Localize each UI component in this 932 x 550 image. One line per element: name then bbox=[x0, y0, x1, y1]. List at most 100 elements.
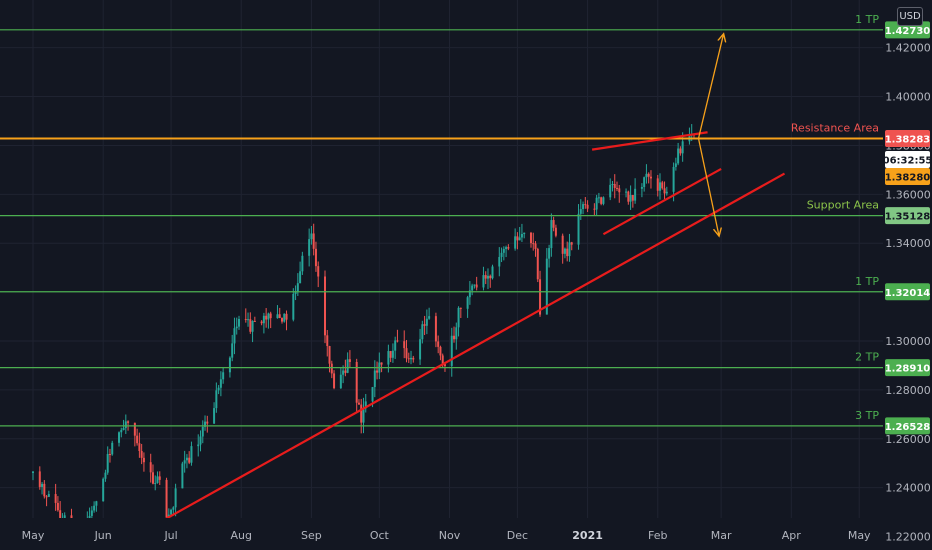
candle-body bbox=[629, 195, 632, 202]
candle-body bbox=[140, 450, 143, 458]
candle-body bbox=[611, 183, 614, 185]
candle-body bbox=[237, 319, 240, 327]
candle-body bbox=[371, 387, 374, 402]
trend-line[interactable] bbox=[109, 172, 786, 550]
channel-line[interactable] bbox=[602, 167, 722, 236]
time-axis-tick: 2021 bbox=[572, 529, 603, 542]
candle-body bbox=[387, 351, 390, 365]
time-axis-tick: Feb bbox=[648, 529, 667, 542]
candle-body bbox=[566, 248, 569, 257]
level-label: 2 TP bbox=[855, 351, 879, 364]
candle-body bbox=[545, 258, 548, 315]
candle-body bbox=[631, 195, 634, 201]
candle-body bbox=[597, 197, 600, 199]
candle-body bbox=[38, 471, 41, 487]
candle-body bbox=[643, 177, 646, 187]
price-axis-tick: 1.42000 bbox=[885, 42, 931, 55]
candle-body bbox=[450, 335, 453, 366]
candle-body bbox=[310, 233, 313, 240]
candle-body bbox=[434, 316, 437, 342]
candle-body bbox=[265, 315, 268, 320]
candle-body bbox=[342, 370, 345, 375]
candle-body bbox=[154, 482, 157, 484]
candle-body bbox=[640, 186, 643, 189]
candle-body bbox=[453, 335, 456, 340]
candle-body bbox=[439, 346, 442, 356]
candle-body bbox=[244, 319, 247, 321]
level-label: Support Area bbox=[807, 199, 879, 212]
candle-body bbox=[222, 372, 225, 380]
candle-body bbox=[326, 335, 329, 347]
price-axis-tick: 1.28000 bbox=[885, 384, 931, 397]
candle-body bbox=[554, 227, 557, 236]
countdown-tag-bg bbox=[885, 151, 930, 169]
candle-body bbox=[679, 148, 682, 154]
level-price-tag-bg bbox=[885, 283, 930, 301]
candle-body bbox=[185, 457, 188, 461]
candle-body bbox=[457, 307, 460, 328]
candle-body bbox=[201, 426, 204, 437]
candle-body bbox=[405, 348, 408, 359]
candle-body bbox=[634, 188, 637, 201]
candle-body bbox=[394, 340, 397, 351]
price-axis-tick: 1.30000 bbox=[885, 335, 931, 348]
channel-line[interactable] bbox=[591, 131, 708, 151]
candle-body bbox=[672, 166, 675, 192]
horizontal-levels[interactable]: 1 TP Resistance Area Support Area 1 TP 2 TP 3… bbox=[0, 13, 883, 427]
time-axis-tick: Sep bbox=[301, 529, 322, 542]
projection-arrow[interactable] bbox=[697, 35, 723, 139]
candle-body bbox=[602, 197, 605, 204]
candle-body bbox=[93, 505, 96, 511]
candle-body bbox=[172, 507, 175, 510]
projection-arrow[interactable] bbox=[697, 138, 718, 235]
candle-body bbox=[514, 236, 517, 249]
drawings[interactable] bbox=[109, 35, 786, 550]
time-axis-tick: Dec bbox=[507, 529, 528, 542]
candle-body bbox=[505, 247, 508, 250]
candle-body bbox=[339, 374, 342, 389]
candle-body bbox=[389, 351, 392, 358]
candle-body bbox=[106, 453, 109, 473]
candle-body bbox=[235, 326, 238, 329]
candle-body bbox=[294, 292, 297, 294]
candle-body bbox=[593, 208, 596, 210]
candle-body bbox=[586, 204, 589, 209]
candle-body bbox=[520, 233, 523, 238]
candle-body bbox=[217, 387, 220, 391]
price-axis-tick: 1.34000 bbox=[885, 237, 931, 250]
candle-body bbox=[677, 148, 680, 164]
candle-body bbox=[627, 191, 630, 202]
candle-body bbox=[475, 284, 478, 288]
candle-body bbox=[500, 252, 503, 257]
candle-body bbox=[364, 401, 367, 409]
candle-body bbox=[278, 314, 281, 319]
candle-body bbox=[142, 457, 145, 463]
candle-body bbox=[663, 188, 666, 194]
candle-body bbox=[539, 279, 542, 315]
candle-body bbox=[156, 476, 159, 483]
candle-body bbox=[419, 339, 422, 360]
candle-body bbox=[269, 313, 272, 319]
currency-badge[interactable]: USD bbox=[897, 7, 923, 26]
candle-body bbox=[348, 359, 351, 362]
candle-body bbox=[276, 314, 279, 319]
candle-body bbox=[136, 435, 139, 444]
candle-body bbox=[174, 488, 177, 508]
candle-body bbox=[647, 173, 650, 177]
countdown-tag: 06:32:55 bbox=[883, 156, 932, 167]
current-price-tag-bg bbox=[885, 168, 930, 186]
candle-body bbox=[111, 442, 114, 455]
candle-body bbox=[618, 188, 621, 193]
candle-body bbox=[104, 472, 107, 479]
candle-body bbox=[473, 284, 476, 286]
level-price-tag: 1.42730 bbox=[885, 26, 931, 37]
candle-body bbox=[355, 361, 358, 403]
candle-body bbox=[199, 436, 202, 445]
candle-body bbox=[324, 276, 327, 336]
candle-body bbox=[441, 355, 444, 365]
candle-body bbox=[308, 239, 311, 256]
time-axis-tick: May bbox=[22, 529, 45, 542]
candle-body bbox=[344, 370, 347, 373]
